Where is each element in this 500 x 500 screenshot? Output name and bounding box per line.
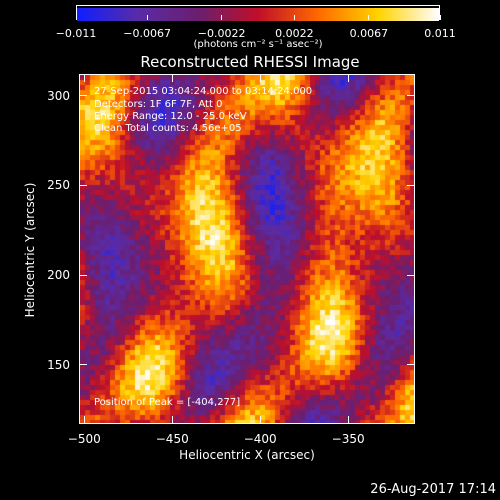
x-axis-tick — [83, 416, 85, 424]
y-axis-tick — [407, 184, 415, 186]
heatmap-image — [80, 75, 414, 423]
footer-date: 26-Aug-2017 17:14 — [370, 482, 496, 497]
plot-title: Reconstructed RHESSI Image — [140, 53, 360, 71]
colorbar-tick — [221, 15, 223, 20]
y-axis-tick — [407, 95, 415, 97]
colorbar-units: (photons cm⁻² s⁻¹ asec⁻²) — [193, 39, 323, 50]
x-axis-tick-label: −500 — [67, 432, 101, 446]
colorbar-tick — [368, 15, 370, 20]
x-axis-tick — [347, 74, 349, 82]
x-axis-tick-label: −400 — [243, 432, 277, 446]
colorbar-tick-label: 0.0022 — [275, 27, 314, 40]
annotation-detectors: Detectors: 1F 6F 7F, Att 0 — [94, 99, 223, 110]
annotation-time-range: 27-Sep-2015 03:04:24.000 to 03:14:24.000 — [94, 86, 313, 97]
y-axis-tick — [79, 364, 87, 366]
colorbar-tick-label: −0.0022 — [197, 27, 246, 40]
x-axis-tick — [83, 74, 85, 82]
colorbar-tick-label: −0.011 — [55, 27, 97, 40]
y-axis-tick-label: 200 — [47, 268, 70, 283]
x-axis-tick-label: −350 — [331, 432, 365, 446]
x-axis-tick — [171, 74, 173, 82]
y-axis-tick — [79, 184, 87, 186]
colorbar-tick — [146, 15, 148, 20]
y-axis-label: Heliocentric Y (arcsec) — [23, 182, 37, 318]
x-axis-tick — [171, 416, 173, 424]
y-axis-tick-label: 150 — [47, 357, 70, 372]
colorbar-gradient — [77, 8, 439, 21]
y-axis-tick — [407, 364, 415, 366]
colorbar-tick-label: 0.011 — [424, 27, 456, 40]
colorbar-tick — [439, 15, 441, 20]
x-axis-tick — [259, 74, 261, 82]
colorbar — [76, 5, 440, 21]
y-axis-tick — [79, 274, 87, 276]
colorbar-tick-label: −0.0067 — [123, 27, 171, 40]
x-axis-label: Heliocentric X (arcsec) — [179, 448, 315, 462]
y-axis-tick — [407, 274, 415, 276]
x-axis-tick — [259, 416, 261, 424]
heatmap-plot-area — [79, 74, 415, 424]
annotation-peak: Position of Peak = [-404,277] — [94, 397, 241, 408]
y-axis-tick-label: 300 — [47, 88, 70, 103]
x-axis-tick-label: −450 — [155, 432, 189, 446]
colorbar-tick — [293, 15, 295, 20]
y-axis-tick-label: 250 — [47, 178, 70, 193]
annotation-energy: Energy Range: 12.0 - 25.0 keV — [94, 111, 247, 122]
colorbar-tick — [75, 15, 77, 20]
colorbar-tick-label: 0.0067 — [349, 27, 389, 40]
annotation-clean: Clean Total counts: 4.56e+05 — [94, 123, 242, 134]
y-axis-tick — [79, 95, 87, 97]
x-axis-tick — [347, 416, 349, 424]
